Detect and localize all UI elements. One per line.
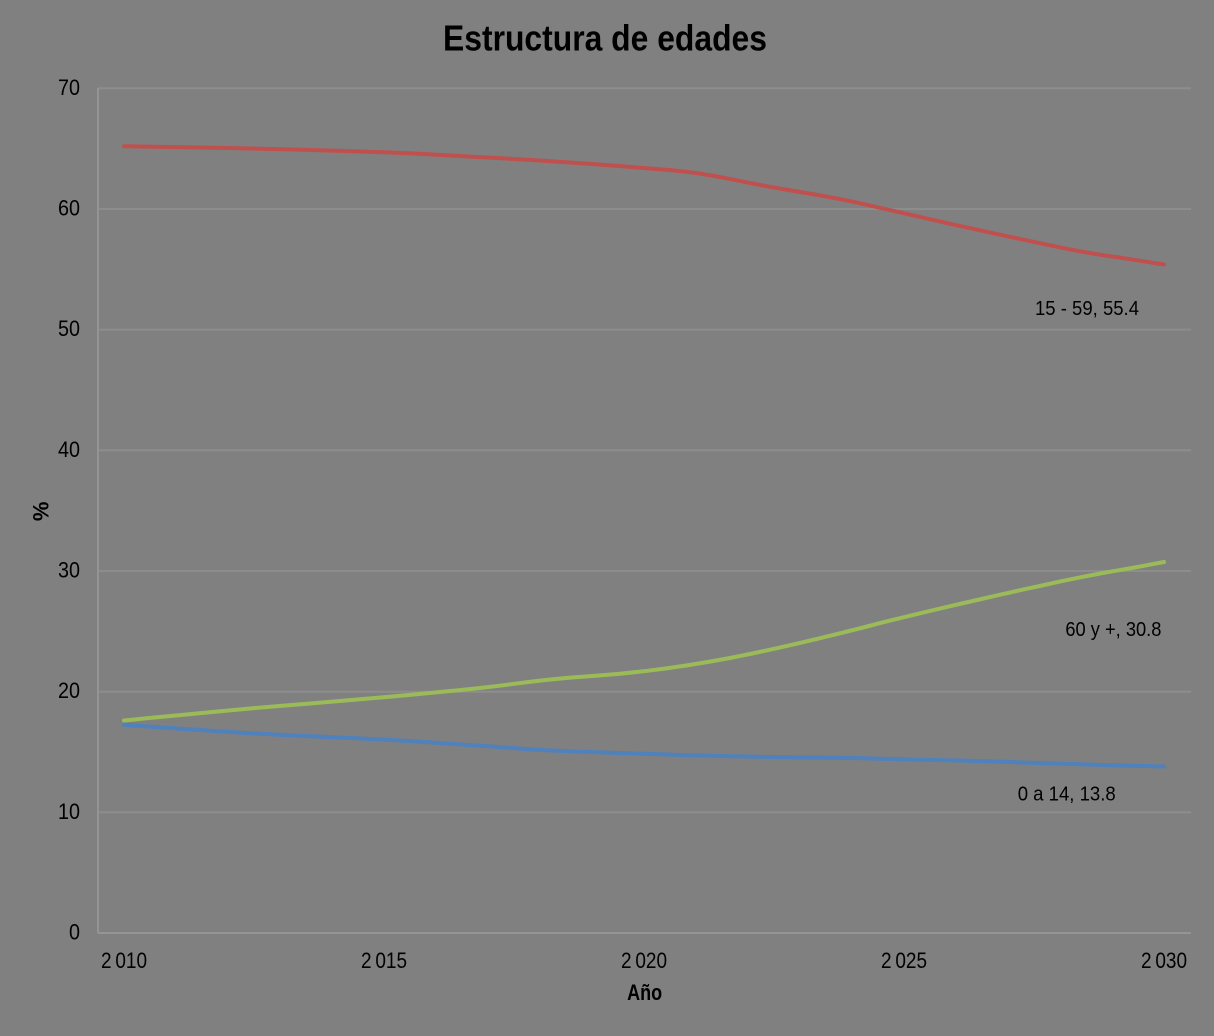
svg-text:20: 20: [58, 678, 80, 703]
svg-text:0 a 14, 13.8: 0 a 14, 13.8: [1018, 784, 1116, 806]
svg-text:60: 60: [58, 196, 80, 221]
svg-text:%: %: [29, 502, 54, 522]
svg-text:40: 40: [58, 437, 80, 462]
svg-text:50: 50: [58, 316, 80, 341]
svg-text:2 015: 2 015: [361, 948, 407, 973]
svg-text:Año: Año: [627, 980, 662, 1005]
svg-text:30: 30: [58, 558, 80, 583]
svg-text:60 y +, 30.8: 60 y +, 30.8: [1065, 619, 1161, 641]
svg-text:0: 0: [69, 920, 80, 945]
svg-text:15 - 59, 55.4: 15 - 59, 55.4: [1035, 298, 1139, 320]
svg-text:70: 70: [58, 75, 80, 100]
svg-text:2 010: 2 010: [101, 948, 147, 973]
svg-text:10: 10: [58, 799, 80, 824]
svg-text:2 025: 2 025: [881, 948, 927, 973]
svg-text:Estructura de edades: Estructura de edades: [443, 18, 767, 59]
svg-text:2 020: 2 020: [621, 948, 667, 973]
svg-text:2 030: 2 030: [1141, 948, 1187, 973]
